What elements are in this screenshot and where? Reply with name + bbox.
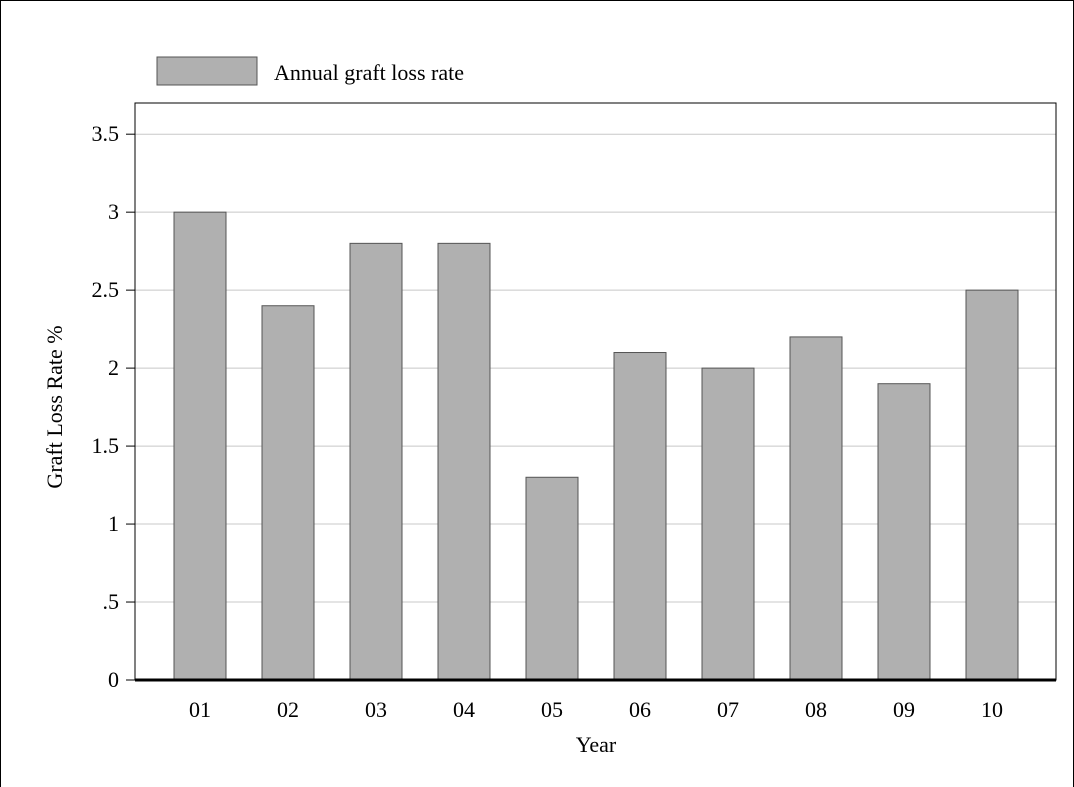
y-tick-labels: 0 .5 1 1.5 2 2.5 3 3.5 xyxy=(92,121,120,692)
x-tick-label: 04 xyxy=(453,697,475,722)
y-tick-label: 2.5 xyxy=(92,277,120,302)
y-tick-label: 0 xyxy=(108,667,119,692)
bar-06 xyxy=(613,352,667,681)
bar-09 xyxy=(877,383,931,681)
x-tick-label: 01 xyxy=(189,697,211,722)
x-tick-label: 06 xyxy=(629,697,651,722)
bar-05 xyxy=(525,476,579,681)
x-tick-label: 10 xyxy=(981,697,1003,722)
y-tick-label: 1 xyxy=(108,511,119,536)
bar-08 xyxy=(789,336,843,681)
legend: Annual graft loss rate xyxy=(156,56,464,86)
x-tick-label: 02 xyxy=(277,697,299,722)
legend-label: Annual graft loss rate xyxy=(274,60,464,85)
y-axis-title: Graft Loss Rate % xyxy=(42,325,67,488)
axes xyxy=(126,102,1057,682)
y-tick-label: 1.5 xyxy=(92,433,120,458)
bar-04 xyxy=(437,242,491,681)
bar-01 xyxy=(173,211,227,681)
y-tick-label: .5 xyxy=(103,589,120,614)
bar-02 xyxy=(261,305,315,681)
bar-10 xyxy=(965,289,1019,681)
bars xyxy=(173,211,1019,681)
y-tick-label: 2 xyxy=(108,355,119,380)
bar-03 xyxy=(349,242,403,681)
x-axis-title: Year xyxy=(576,732,617,757)
legend-swatch xyxy=(156,56,258,86)
y-tick-label: 3.5 xyxy=(92,121,120,146)
x-tick-label: 09 xyxy=(893,697,915,722)
y-tick-label: 3 xyxy=(108,199,119,224)
x-tick-label: 05 xyxy=(541,697,563,722)
x-tick-label: 03 xyxy=(365,697,387,722)
bar-07 xyxy=(701,367,755,681)
x-tick-label: 07 xyxy=(717,697,739,722)
x-tick-labels: 01 02 03 04 05 06 07 08 09 10 xyxy=(189,697,1003,722)
x-tick-label: 08 xyxy=(805,697,827,722)
